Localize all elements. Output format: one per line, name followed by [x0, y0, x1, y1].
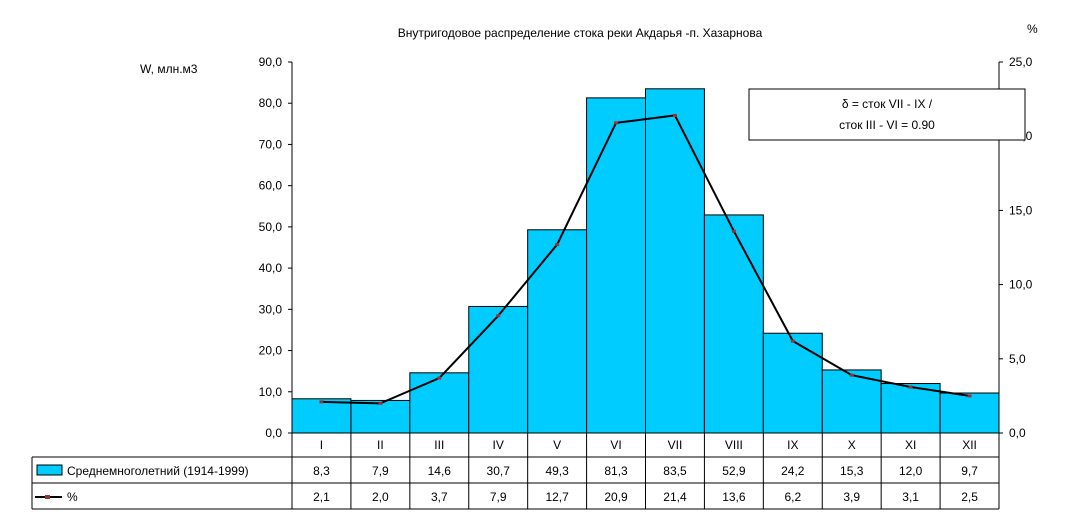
percent-point-IV: [496, 314, 501, 318]
legend-bar-swatch: [36, 464, 63, 476]
bar-IV: [468, 305, 529, 434]
y2-tick-label: 0,0: [1009, 426, 1026, 440]
x-tick-label: IV: [493, 438, 504, 452]
percent-value-label: 21,4: [663, 490, 687, 504]
bar-I: [291, 398, 352, 434]
bar-value-label: 81,3: [604, 464, 628, 478]
chart-title: Внутригодовое распределение стока реки А…: [398, 26, 763, 40]
percent-value-label: 3,1: [902, 490, 919, 504]
annotation-box: [748, 88, 1026, 141]
x-tick-label: IX: [787, 438, 798, 452]
legend-bar-label: Среднемноголетний (1914-1999): [67, 464, 249, 478]
x-tick-label: X: [848, 438, 856, 452]
percent-point-VI: [614, 121, 619, 125]
y2-tick-label: 10,0: [1009, 278, 1033, 292]
x-tick-label: VI: [610, 438, 621, 452]
percent-point-III: [437, 376, 442, 380]
percent-value-label: 13,6: [722, 490, 746, 504]
bar-value-label: 8,3: [313, 464, 330, 478]
percent-point-IX: [790, 339, 795, 343]
percent-line: [321, 114, 970, 405]
bar-value-label: 49,3: [545, 464, 569, 478]
y-tick-label: 70,0: [259, 137, 283, 151]
y2-tick-label: 5,0: [1009, 352, 1026, 366]
bar-X: [821, 369, 882, 434]
bar-value-label: 15,3: [840, 464, 864, 478]
percent-value-label: 6,2: [784, 490, 801, 504]
x-tick-label: VIII: [725, 438, 743, 452]
bar-VI: [586, 97, 646, 434]
percent-point-VII: [672, 113, 677, 117]
bar-value-label: 7,9: [372, 464, 389, 478]
bar-value-label: 52,9: [722, 464, 746, 478]
bar-value-label: 9,7: [961, 464, 978, 478]
y2-axis-label: %: [1027, 22, 1038, 36]
y-tick-label: 90,0: [259, 55, 283, 69]
y-tick-label: 30,0: [259, 302, 283, 316]
percent-value-label: 2,5: [961, 490, 978, 504]
bar-value-label: 83,5: [663, 464, 687, 478]
bar-V: [527, 229, 588, 434]
bar-XI: [880, 383, 941, 434]
bar-value-label: 12,0: [899, 464, 923, 478]
bar-XII: [939, 392, 1000, 434]
annotation-line-2: сток III - VI = 0.90: [839, 118, 935, 132]
bar-II: [350, 399, 411, 434]
y-tick-label: 80,0: [259, 96, 283, 110]
y2-tick-label: 15,0: [1009, 203, 1033, 217]
percent-point-VIII: [731, 229, 736, 233]
bar-III: [409, 372, 470, 434]
percent-point-XII: [967, 394, 972, 398]
y-tick-label: 50,0: [259, 220, 283, 234]
y-tick-label: 20,0: [259, 344, 283, 358]
y-tick-label: 0,0: [265, 426, 282, 440]
legend-line-label: %: [67, 490, 78, 504]
percent-value-label: 12,7: [545, 490, 569, 504]
bar-value-label: 30,7: [487, 464, 511, 478]
x-tick-label: VII: [668, 438, 683, 452]
x-tick-label: I: [320, 438, 323, 452]
x-tick-label: III: [434, 438, 444, 452]
percent-point-XI: [908, 385, 913, 389]
percent-value-label: 20,9: [604, 490, 628, 504]
bar-VII: [645, 88, 705, 434]
y-tick-label: 10,0: [259, 385, 283, 399]
bar-VIII: [703, 214, 764, 434]
percent-value-label: 7,9: [490, 490, 507, 504]
percent-value-label: 3,9: [843, 490, 860, 504]
y-tick-label: 40,0: [259, 261, 283, 275]
annotation-line-1: δ = сток VII - IX /: [842, 97, 933, 111]
bar-value-label: 14,6: [428, 464, 452, 478]
x-tick-label: V: [553, 438, 561, 452]
y-tick-label: 60,0: [259, 179, 283, 193]
percent-value-label: 3,7: [431, 490, 448, 504]
x-tick-label: XI: [905, 438, 916, 452]
x-tick-label: II: [377, 438, 384, 452]
percent-point-II: [378, 401, 383, 405]
bar-value-label: 24,2: [781, 464, 805, 478]
y-axis-label: W, млн.м3: [140, 62, 198, 76]
y2-tick-label: 25,0: [1009, 55, 1033, 69]
percent-value-label: 2,0: [372, 490, 389, 504]
x-tick-label: XII: [962, 438, 977, 452]
percent-point-V: [555, 243, 560, 247]
percent-value-label: 2,1: [313, 490, 330, 504]
percent-point-I: [319, 400, 324, 404]
percent-point-X: [849, 373, 854, 377]
bar-IX: [762, 332, 823, 434]
